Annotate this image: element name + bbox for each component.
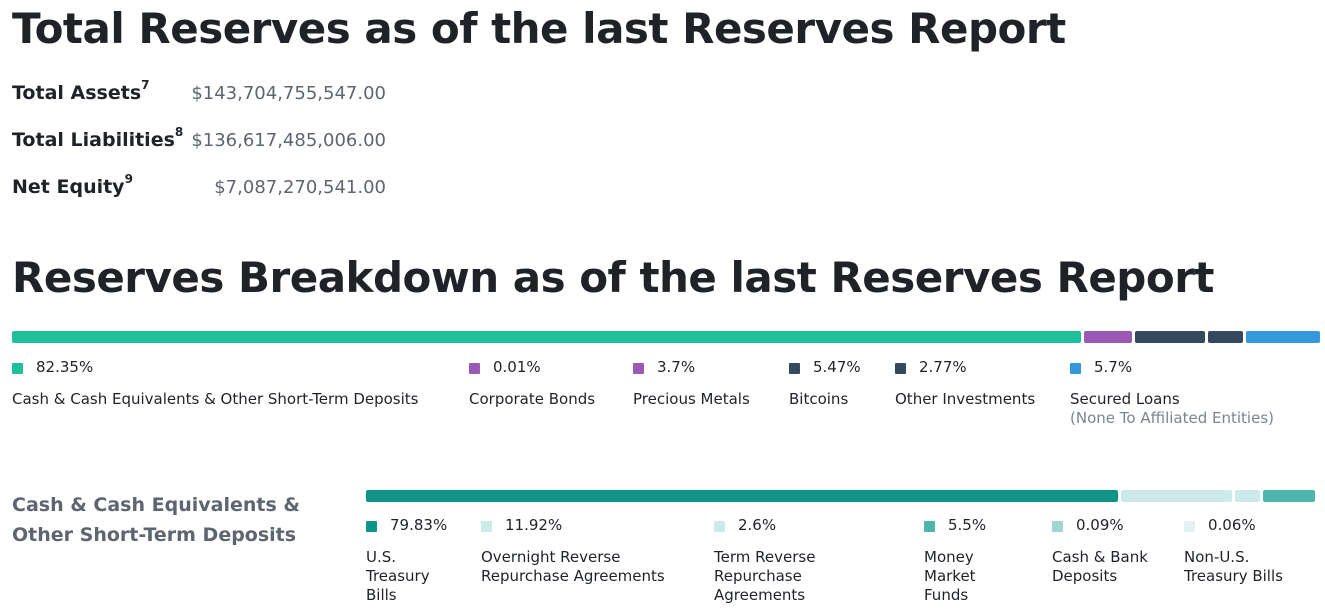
legend-swatch [714, 521, 725, 532]
legend-label: Non-U.S. Treasury Bills [1184, 548, 1283, 585]
legend-swatch [366, 521, 377, 532]
bar-segment-secured-loans[interactable] [1246, 331, 1320, 343]
legend-swatch [1184, 521, 1195, 532]
legend-percent: 5.5% [948, 516, 987, 534]
legend-label: Term Reverse Repurchase Agreements [714, 548, 816, 604]
bar-segment-money-market-funds[interactable] [1263, 490, 1315, 502]
legend-percent: 0.01% [493, 358, 541, 376]
net-equity-value: $7,087,270,541.00 [214, 177, 386, 198]
legend-label: Secured Loans [1070, 390, 1180, 408]
legend-swatch [1070, 363, 1081, 374]
legend-percent: 0.09% [1076, 516, 1124, 534]
legend-label: Corporate Bonds [469, 390, 596, 408]
legend-percent: 79.83% [390, 516, 448, 534]
bar-segment-us-treasury-bills[interactable] [366, 490, 1118, 502]
total-assets-row: Total Assets7 $143,704,755,547.00 [12, 78, 392, 112]
bar-segment-bitcoins[interactable] [1135, 331, 1205, 343]
legend-swatch [789, 363, 800, 374]
legend-swatch [469, 363, 480, 374]
legend-sublabel: (None To Affiliated Entities) [1070, 409, 1274, 427]
legend-percent: 2.77% [919, 358, 967, 376]
legend-label: Money Market Funds [924, 548, 976, 604]
legend-percent: 82.35% [36, 358, 94, 376]
total-assets-value: $143,704,755,547.00 [191, 83, 386, 104]
legend-swatch [895, 363, 906, 374]
bar-segment-overnight-reverse-repo[interactable] [1120, 490, 1233, 502]
cash-breakdown-heading: Cash & Cash Equivalents & Other Short-Te… [12, 494, 300, 546]
legend-label: Cash & Bank Deposits [1052, 548, 1148, 585]
total-reserves-title: Total Reserves as of the last Reserves R… [12, 4, 1066, 53]
legend-percent: 11.92% [505, 516, 563, 534]
total-assets-label: Total Assets [12, 82, 142, 104]
net-equity-label: Net Equity [12, 176, 125, 198]
total-liabilities-row: Total Liabilities8 $136,617,485,006.00 [12, 125, 392, 159]
total-liabilities-label: Total Liabilities [12, 129, 175, 151]
legend-label: Overnight Reverse Repurchase Agreements [481, 548, 665, 585]
legend-label: Bitcoins [789, 390, 849, 408]
legend-percent: 5.47% [813, 358, 861, 376]
bar-segment-term-reverse-repo[interactable] [1235, 490, 1261, 502]
legend-percent: 0.06% [1208, 516, 1256, 534]
legend-percent: 3.7% [657, 358, 696, 376]
legend-swatch [1052, 521, 1063, 532]
legend-percent: 5.7% [1094, 358, 1133, 376]
total-assets-footnote[interactable]: 7 [141, 78, 150, 92]
legend-label: Precious Metals [633, 390, 750, 408]
legend-swatch [481, 521, 492, 532]
bar-segment-other-investments[interactable] [1208, 331, 1243, 343]
legend-swatch [12, 363, 23, 374]
bar-segment-precious-metals[interactable] [1084, 331, 1132, 343]
legend-swatch [633, 363, 644, 374]
legend-swatch [924, 521, 935, 532]
reserves-breakdown-title: Reserves Breakdown as of the last Reserv… [12, 253, 1215, 302]
legend-percent: 2.6% [738, 516, 777, 534]
legend-label: U.S. Treasury Bills [366, 548, 430, 604]
legend-label: Cash & Cash Equivalents & Other Short-Te… [12, 390, 419, 408]
legend-label: Other Investments [895, 390, 1036, 408]
total-liabilities-value: $136,617,485,006.00 [191, 130, 386, 151]
bar-segment-cash[interactable] [12, 331, 1081, 343]
cash-breakdown-bar [366, 490, 1315, 502]
net-equity-row: Net Equity9 $7,087,270,541.00 [12, 172, 392, 206]
total-liabilities-footnote[interactable]: 8 [174, 125, 184, 139]
reserves-breakdown-bar [12, 331, 1320, 343]
net-equity-footnote[interactable]: 9 [124, 172, 133, 186]
